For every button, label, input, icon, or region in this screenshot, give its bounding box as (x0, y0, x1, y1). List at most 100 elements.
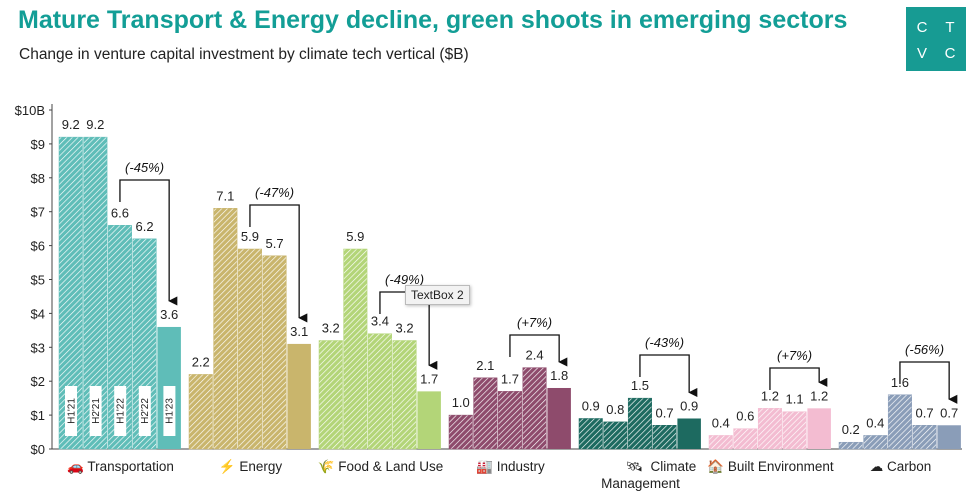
bar-energy-1 (213, 208, 238, 450)
logo-letter: T (945, 19, 955, 36)
change-label: (-47%) (255, 185, 294, 200)
data-label: 1.0 (452, 395, 470, 410)
bar-industry-1 (473, 377, 498, 450)
data-label: 3.6 (160, 307, 178, 322)
bar-food-land-use-3 (392, 340, 417, 450)
category-label: ⚡ Energy (219, 458, 283, 475)
data-label: 0.9 (582, 398, 600, 413)
change-bracket-arrow (639, 354, 698, 398)
data-label: 6.2 (136, 219, 154, 234)
change-label: (+7%) (517, 315, 552, 330)
data-label: 3.4 (371, 314, 389, 329)
bar-carbon-4 (937, 425, 961, 449)
bar-industry-3 (522, 367, 547, 450)
tooltip: TextBox 2 (405, 285, 470, 305)
data-label: 3.2 (396, 321, 414, 336)
change-bracket-arrow (249, 204, 308, 323)
data-label: 5.7 (266, 236, 284, 251)
data-label: 0.8 (606, 402, 624, 417)
data-label: 1.8 (550, 368, 568, 383)
bar-energy-2 (237, 248, 262, 450)
bar-carbon-1 (863, 435, 888, 450)
data-label: 0.6 (736, 409, 754, 424)
data-label: 1.7 (501, 371, 519, 386)
bar-transportation-1 (83, 136, 108, 450)
category-label: 🚗 Transportation (67, 459, 174, 474)
data-label: 3.2 (322, 321, 340, 336)
logo-letter: V (916, 45, 927, 62)
data-label: 0.7 (940, 405, 958, 420)
category-label: 🏠 Built Environment (707, 459, 834, 474)
data-label: 2.2 (192, 354, 210, 369)
period-label-bg (65, 386, 77, 436)
data-label: 0.4 (866, 415, 884, 430)
bar-carbon-0 (838, 441, 863, 450)
data-label: 6.6 (111, 205, 129, 220)
category-label: 🏭 Industry (476, 459, 545, 474)
bar-climate-management-4 (677, 418, 701, 449)
change-bracket-arrow (379, 291, 438, 370)
data-label: 0.7 (656, 405, 674, 420)
bar-climate-management-0 (578, 418, 603, 450)
data-label: 9.2 (86, 117, 104, 132)
bar-built-environment-3 (782, 411, 807, 450)
period-label-bg (114, 386, 127, 436)
change-bracket-arrow (119, 179, 178, 306)
bar-energy-3 (262, 255, 287, 450)
period-label: H1'23 (165, 398, 176, 424)
bar-transportation-0 (58, 136, 83, 450)
y-tick-label: $0 (31, 442, 45, 457)
data-label: 1.2 (810, 388, 828, 403)
change-label: (-45%) (125, 160, 164, 175)
y-tick-label: $9 (31, 137, 45, 152)
change-label: (-49%) (385, 272, 424, 287)
data-label: 5.9 (241, 229, 259, 244)
bar-carbon-3 (912, 425, 937, 450)
bar-food-land-use-1 (343, 248, 368, 450)
category-label: Management (601, 476, 680, 491)
period-label-bg (138, 386, 151, 436)
satellite-icon: 🛰 (626, 459, 643, 474)
bar-climate-management-2 (627, 397, 652, 450)
bar-climate-management-3 (652, 425, 677, 450)
y-tick-label: $1 (31, 408, 45, 423)
data-label: 2.1 (476, 358, 494, 373)
chart-subtitle: Change in venture capital investment by … (19, 46, 469, 63)
category-label: 🌾 Food & Land Use (318, 459, 444, 474)
data-label: 2.4 (526, 348, 544, 363)
bar-built-environment-1 (733, 428, 758, 450)
bar-industry-4 (547, 387, 571, 449)
category-label: Climate (651, 459, 697, 474)
chart-title: Mature Transport & Energy decline, green… (18, 6, 848, 34)
change-bracket-arrow (769, 367, 828, 390)
data-label: 9.2 (62, 117, 80, 132)
bar-food-land-use-4 (417, 391, 441, 449)
bar-built-environment-2 (757, 408, 782, 450)
period-label: H2'21 (91, 398, 102, 424)
data-label: 7.1 (216, 188, 234, 203)
period-label: H2'22 (140, 398, 151, 424)
y-tick-label: $6 (31, 239, 45, 254)
bar-carbon-2 (887, 394, 912, 450)
logo-letter: C (916, 19, 928, 36)
data-label: 1.7 (420, 371, 438, 386)
ctvc-logo: C T V C (906, 7, 966, 71)
y-tick-label: $3 (31, 340, 45, 355)
period-label: H1'21 (66, 398, 77, 424)
logo-letter: C (944, 45, 956, 62)
bar-food-land-use-0 (318, 340, 343, 450)
data-label: 1.1 (786, 392, 804, 407)
change-bracket-arrow (899, 361, 958, 404)
period-label-bg (163, 386, 176, 436)
data-label: 0.2 (842, 422, 860, 437)
bar-energy-0 (188, 374, 213, 450)
y-tick-label: $8 (31, 171, 45, 186)
period-label: H1'22 (115, 398, 126, 424)
bar-climate-management-1 (603, 421, 628, 450)
y-tick-label: $5 (31, 273, 45, 288)
y-tick-label: $4 (31, 306, 45, 321)
data-label: 1.5 (631, 378, 649, 393)
bar-built-environment-4 (807, 408, 831, 449)
change-label: (+7%) (777, 348, 812, 363)
y-tick-label: $2 (31, 374, 45, 389)
